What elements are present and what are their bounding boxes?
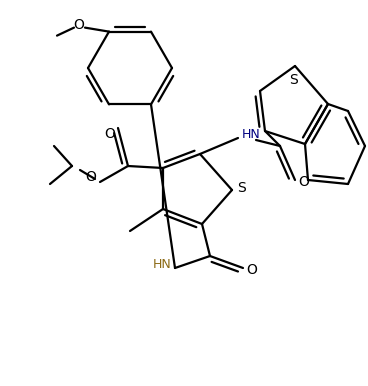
Text: S: S <box>238 181 246 195</box>
Text: S: S <box>289 73 297 87</box>
Text: O: O <box>247 263 258 277</box>
Text: HN: HN <box>242 129 261 142</box>
Text: O: O <box>298 175 309 189</box>
Text: O: O <box>105 127 116 141</box>
Text: O: O <box>74 18 84 32</box>
Text: O: O <box>86 170 96 184</box>
Text: HN: HN <box>153 259 171 271</box>
